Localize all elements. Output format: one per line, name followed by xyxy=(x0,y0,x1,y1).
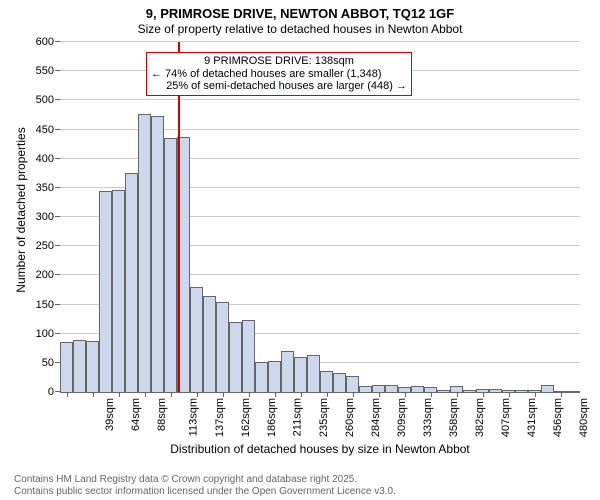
y-tick-label: 50 xyxy=(20,357,54,369)
gridline xyxy=(60,99,580,100)
gridline xyxy=(60,41,580,42)
x-tick-label: 382sqm xyxy=(474,398,486,437)
x-tick-mark xyxy=(535,392,536,397)
x-tick-label: 88sqm xyxy=(156,398,168,431)
plot-area: 9 PRIMROSE DRIVE: 138sqm ← 74% of detach… xyxy=(60,42,580,392)
histogram-bar xyxy=(346,376,359,392)
x-tick-label: 284sqm xyxy=(370,398,382,437)
y-tick-mark xyxy=(55,99,60,100)
x-tick-label: 407sqm xyxy=(500,398,512,437)
x-tick-mark xyxy=(327,392,328,397)
chart-subtitle: Size of property relative to detached ho… xyxy=(0,22,600,36)
histogram-bar xyxy=(99,191,112,392)
chart-title: 9, PRIMROSE DRIVE, NEWTON ABBOT, TQ12 1G… xyxy=(0,0,600,22)
histogram-bar xyxy=(307,355,320,392)
x-tick-label: 211sqm xyxy=(291,398,303,436)
x-tick-mark xyxy=(275,392,276,397)
x-tick-mark xyxy=(353,392,354,397)
x-tick-mark xyxy=(301,392,302,397)
x-tick-mark xyxy=(119,392,120,397)
histogram-bar xyxy=(242,320,255,392)
x-tick-mark xyxy=(93,392,94,397)
y-tick-label: 0 xyxy=(20,386,54,398)
histogram-bar xyxy=(268,361,281,393)
x-tick-mark xyxy=(145,392,146,397)
histogram-bar xyxy=(385,385,398,392)
histogram-bar xyxy=(281,351,294,392)
histogram-bar xyxy=(164,138,177,392)
histogram-bar xyxy=(229,322,242,392)
attribution-line-1: Contains HM Land Registry data © Crown c… xyxy=(14,474,600,486)
y-tick-label: 600 xyxy=(20,36,54,48)
x-tick-label: 431sqm xyxy=(526,398,538,437)
x-tick-mark xyxy=(197,392,198,397)
y-tick-label: 100 xyxy=(20,328,54,340)
annotation-line-1: 9 PRIMROSE DRIVE: 138sqm xyxy=(151,55,407,68)
x-tick-label: 358sqm xyxy=(448,398,460,437)
x-tick-mark xyxy=(379,392,380,397)
x-tick-label: 162sqm xyxy=(240,398,252,437)
y-tick-mark xyxy=(55,245,60,246)
y-tick-mark xyxy=(55,333,60,334)
y-tick-mark xyxy=(55,304,60,305)
y-tick-mark xyxy=(55,362,60,363)
histogram-bar xyxy=(372,385,385,392)
y-tick-mark xyxy=(55,216,60,217)
x-tick-label: 113sqm xyxy=(187,398,199,436)
chart-container: { "title": "9, PRIMROSE DRIVE, NEWTON AB… xyxy=(0,0,600,500)
histogram-bar xyxy=(190,287,203,392)
x-tick-label: 456sqm xyxy=(552,398,564,437)
histogram-bar xyxy=(73,340,86,393)
histogram-bar xyxy=(216,302,229,392)
y-tick-mark xyxy=(55,41,60,42)
plot: 9 PRIMROSE DRIVE: 138sqm ← 74% of detach… xyxy=(60,42,580,393)
x-tick-label: 235sqm xyxy=(318,398,330,437)
x-tick-mark xyxy=(561,392,562,397)
y-tick-mark xyxy=(55,158,60,159)
y-tick-mark xyxy=(55,70,60,71)
histogram-bar xyxy=(541,385,554,392)
x-tick-mark xyxy=(405,392,406,397)
y-tick-mark xyxy=(55,274,60,275)
annotation-line-2: ← 74% of detached houses are smaller (1,… xyxy=(151,68,407,81)
histogram-bar xyxy=(294,357,307,392)
x-tick-label: 309sqm xyxy=(396,398,408,437)
x-tick-label: 39sqm xyxy=(104,398,116,431)
x-axis-label: Distribution of detached houses by size … xyxy=(60,442,580,456)
histogram-bar xyxy=(86,341,99,392)
x-tick-mark xyxy=(171,392,172,397)
histogram-bar xyxy=(112,190,125,392)
y-tick-label: 550 xyxy=(20,65,54,77)
annotation-box: 9 PRIMROSE DRIVE: 138sqm ← 74% of detach… xyxy=(146,52,412,96)
x-tick-label: 137sqm xyxy=(214,398,226,437)
x-tick-mark xyxy=(509,392,510,397)
histogram-bar xyxy=(138,114,151,392)
x-tick-mark xyxy=(431,392,432,397)
histogram-bar xyxy=(203,296,216,392)
x-tick-label: 186sqm xyxy=(266,398,278,437)
attribution: Contains HM Land Registry data © Crown c… xyxy=(0,474,600,498)
y-tick-mark xyxy=(55,187,60,188)
histogram-bar xyxy=(151,116,164,393)
x-tick-mark xyxy=(223,392,224,397)
y-axis-label: Number of detached properties xyxy=(14,105,28,315)
histogram-bar xyxy=(255,362,268,392)
x-tick-label: 333sqm xyxy=(422,398,434,437)
x-tick-mark xyxy=(483,392,484,397)
histogram-bar xyxy=(320,371,333,392)
x-tick-label: 64sqm xyxy=(130,398,142,431)
x-tick-label: 260sqm xyxy=(344,398,356,437)
annotation-line-3: 25% of semi-detached houses are larger (… xyxy=(151,80,407,93)
attribution-line-2: Contains public sector information licen… xyxy=(14,486,600,498)
x-tick-mark xyxy=(67,392,68,397)
x-tick-label: 480sqm xyxy=(578,398,590,437)
y-tick-mark xyxy=(55,129,60,130)
histogram-bar xyxy=(60,342,73,392)
histogram-bar xyxy=(333,373,346,392)
histogram-bar xyxy=(125,173,138,392)
x-tick-mark xyxy=(457,392,458,397)
x-tick-mark xyxy=(249,392,250,397)
